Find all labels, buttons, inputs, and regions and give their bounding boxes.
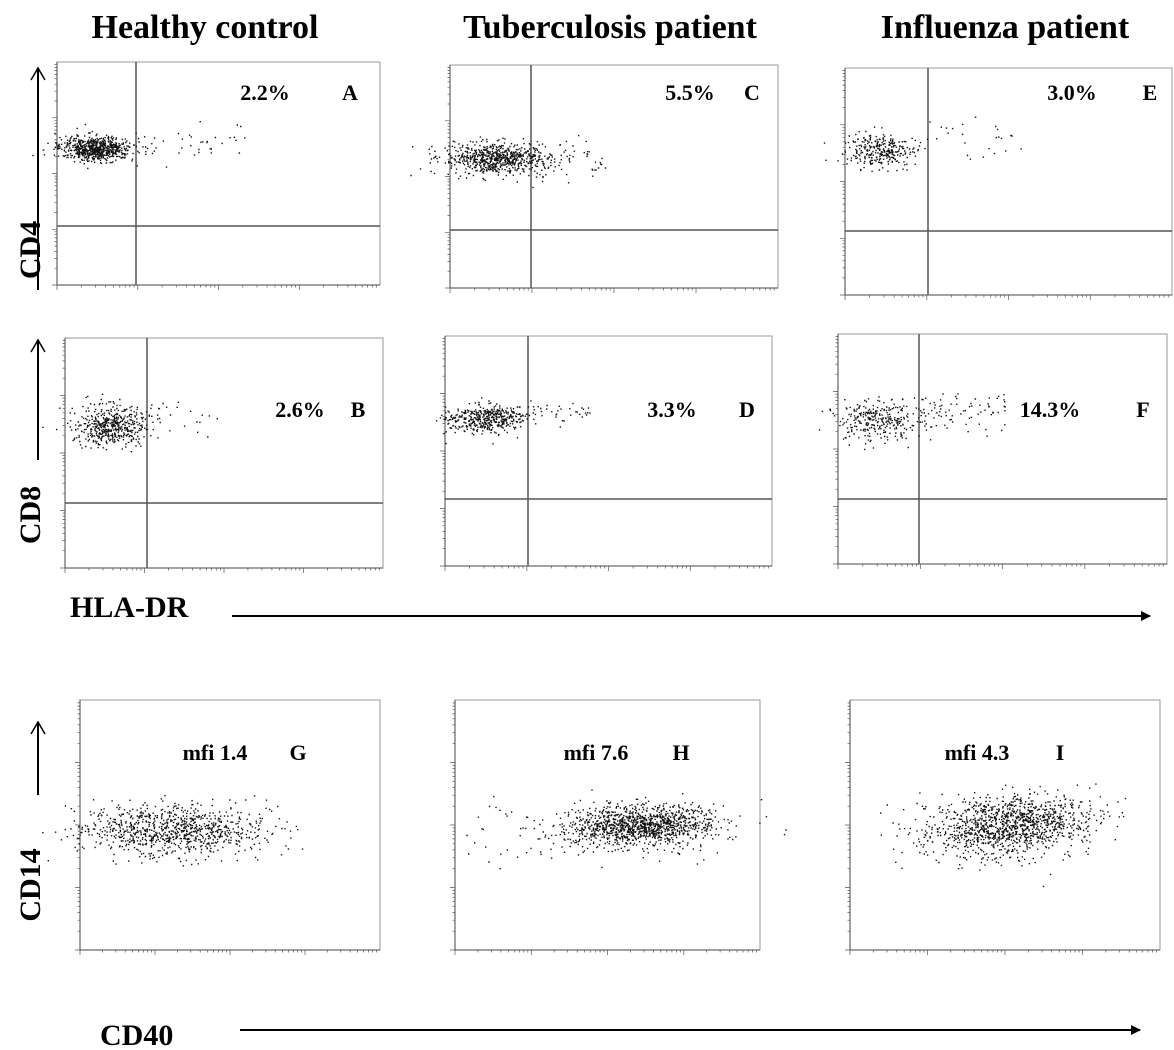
plot-frame xyxy=(79,699,381,951)
axis-ticks xyxy=(833,336,1164,569)
panel-stat: mfi 7.6 xyxy=(564,740,629,765)
plot-frame xyxy=(454,699,761,951)
axis-label: CD14 xyxy=(14,848,47,921)
event-dots xyxy=(42,795,304,867)
panel-stat: 3.3% xyxy=(647,397,697,422)
axis-ticks xyxy=(445,67,775,293)
panel-stat: 2.6% xyxy=(275,397,325,422)
panel-stat: 2.2% xyxy=(240,80,290,105)
event-dots xyxy=(466,789,787,870)
axis-label: CD8 xyxy=(14,486,47,544)
column-header: Healthy control xyxy=(92,9,319,46)
plot-frame xyxy=(64,337,384,569)
panel-letter: F xyxy=(1136,397,1149,422)
panel-stat: 3.0% xyxy=(1047,80,1097,105)
axis-ticks xyxy=(450,702,757,955)
axis-ticks xyxy=(60,340,380,573)
panel-stat: 14.3% xyxy=(1020,397,1081,422)
event-dots xyxy=(880,783,1127,888)
axis-ticks xyxy=(75,702,377,955)
column-header: Tuberculosis patient xyxy=(463,9,757,46)
plot-frame xyxy=(56,61,381,286)
event-dots xyxy=(42,393,218,453)
plot-frame xyxy=(444,335,773,567)
panel-letter: D xyxy=(739,397,755,422)
panel-letter: C xyxy=(744,80,760,105)
panel-letter: I xyxy=(1056,740,1065,765)
panel-stat: mfi 4.3 xyxy=(945,740,1010,765)
plot-frame xyxy=(849,699,1161,951)
plot-frame xyxy=(844,67,1173,296)
panel-letter: A xyxy=(342,80,358,105)
plot-frame xyxy=(449,64,779,289)
panel-letter: H xyxy=(672,740,689,765)
plot-frame xyxy=(837,333,1168,565)
event-dots xyxy=(435,397,591,445)
axis-label: HLA-DR xyxy=(70,591,189,624)
panel-stat: mfi 1.4 xyxy=(183,740,248,765)
panel-letter: B xyxy=(351,397,366,422)
event-dots xyxy=(32,121,246,170)
axis-ticks xyxy=(440,338,769,571)
panel-letter: E xyxy=(1143,80,1158,105)
event-dots xyxy=(823,116,1022,172)
axis-label: CD40 xyxy=(100,1019,173,1050)
column-header: Influenza patient xyxy=(881,9,1130,46)
axis-ticks xyxy=(52,64,377,290)
axis-ticks xyxy=(840,70,1169,300)
event-dots xyxy=(410,134,607,189)
event-dots xyxy=(818,393,1006,451)
axis-ticks xyxy=(845,702,1157,955)
axis-label: CD4 xyxy=(14,221,47,279)
panel-stat: 5.5% xyxy=(665,80,715,105)
panel-letter: G xyxy=(289,740,306,765)
